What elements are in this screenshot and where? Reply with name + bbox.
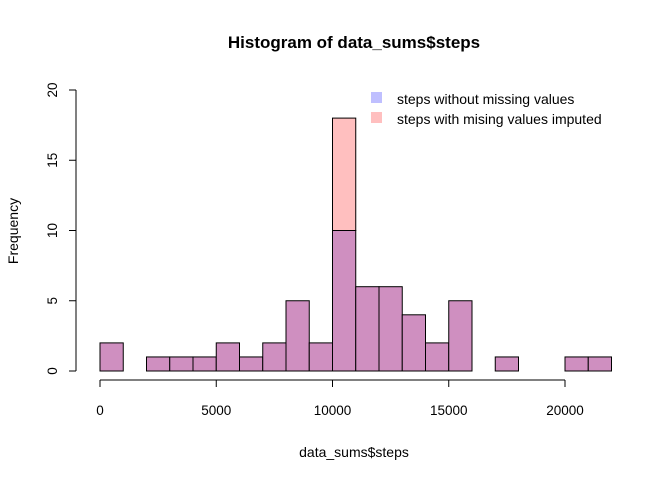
legend-label-imputed: steps with mising values imputed: [397, 111, 602, 127]
x-tick-label: 10000: [314, 403, 352, 418]
histogram-bar-overlap: [262, 342, 287, 372]
histogram-bar-overlap: [332, 230, 357, 372]
histogram-bar-overlap: [308, 342, 333, 372]
histogram-bar-overlap: [215, 342, 240, 372]
ticks-layer: 0 5000 10000 15000 20000 0 5 10 15 20: [45, 82, 584, 418]
axes-layer: [75, 90, 565, 381]
legend: steps without missing values steps with …: [371, 91, 602, 127]
histogram-bar-overlap: [425, 342, 450, 372]
legend-label-without-missing: steps without missing values: [397, 91, 574, 107]
histogram-bar-overlap: [448, 300, 473, 372]
histogram-bar-overlap: [192, 356, 217, 372]
y-tick-label: 20: [45, 82, 60, 97]
x-tick-label: 5000: [201, 403, 231, 418]
histogram-bar-overlap: [494, 356, 519, 372]
histogram-bar-overlap: [401, 314, 426, 372]
y-tick-label: 5: [45, 297, 60, 305]
histogram-bar-overlap: [285, 300, 310, 372]
legend-swatch-imputed: [371, 112, 382, 123]
bars-layer: [99, 117, 612, 372]
histogram-bar-overlap: [239, 356, 264, 372]
y-tick-label: 0: [45, 367, 60, 375]
x-tick-label: 0: [96, 403, 104, 418]
histogram-bar-overlap: [169, 356, 194, 372]
histogram-bar-imputed-extra: [332, 117, 357, 231]
histogram-bar-overlap: [355, 286, 380, 372]
y-axis-title: Frequency: [5, 198, 21, 264]
x-axis-title: data_sums$steps: [299, 444, 409, 460]
chart-title: Histogram of data_sums$steps: [228, 33, 480, 52]
legend-swatch-without-missing: [371, 92, 382, 103]
histogram-bar-overlap: [99, 342, 124, 372]
y-tick-label: 10: [45, 223, 60, 238]
histogram-bar-overlap: [378, 286, 403, 372]
x-tick-label: 20000: [546, 403, 584, 418]
histogram-bar-overlap: [587, 356, 612, 372]
x-tick-label: 15000: [430, 403, 468, 418]
histogram-bar-overlap: [146, 356, 171, 372]
histogram-bar-overlap: [564, 356, 589, 372]
y-tick-label: 15: [45, 153, 60, 168]
